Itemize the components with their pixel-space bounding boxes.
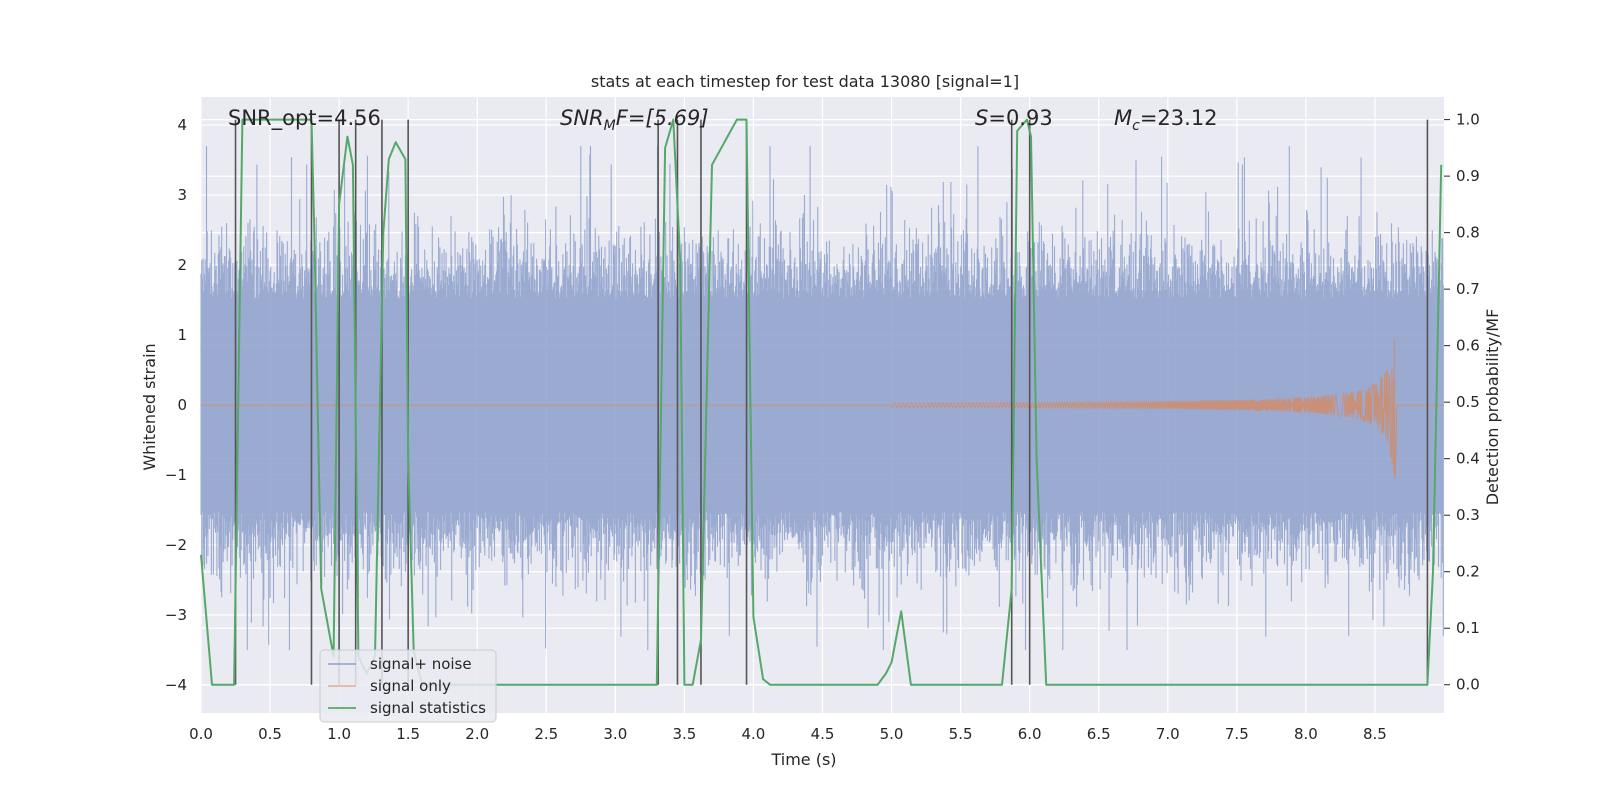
x-tick-label: 3.0: [603, 725, 627, 743]
mc-subscript: c: [1132, 118, 1140, 134]
x-tick-label: 2.5: [534, 725, 558, 743]
x-tick-label: 7.5: [1225, 725, 1249, 743]
y-axis-label: Whitened strain: [140, 343, 159, 470]
x-tick-label: 6.5: [1087, 725, 1111, 743]
y-right-tick-label: 0.8: [1456, 224, 1480, 242]
snr-opt-annotation: SNR_opt=4.56: [228, 106, 381, 131]
x-tick-label: 6.0: [1018, 725, 1042, 743]
y-right-tick-label: 0.3: [1456, 506, 1480, 524]
y-tick-label: 4: [177, 116, 187, 134]
x-tick-label: 8.5: [1363, 725, 1387, 743]
legend-box: [319, 649, 497, 723]
snr-mf-subscript: M: [604, 118, 616, 134]
snr-mf-annotation: SNRMF=[5.69]: [560, 106, 709, 134]
s-value: =0.93: [988, 106, 1052, 130]
y-right-tick-label: 0.5: [1456, 393, 1480, 411]
x-tick-label: 1.0: [327, 725, 351, 743]
x-axis-label: Time (s): [770, 750, 836, 769]
y-tick-label: 1: [177, 326, 187, 344]
snr-mf-value: F=[5.69]: [616, 106, 709, 130]
x-tick-label: 0.5: [258, 725, 282, 743]
y-right-tick-label: 1.0: [1456, 111, 1480, 129]
x-tick-label: 5.0: [880, 725, 904, 743]
y-tick-label: −3: [165, 606, 187, 624]
y-right-tick-label: 0.7: [1456, 280, 1480, 298]
y-tick-label: −2: [165, 536, 187, 554]
vertical-markers: [234, 119, 1429, 685]
y-tick-label: −1: [165, 466, 187, 484]
x-tick-label: 5.5: [949, 725, 973, 743]
y-right-tick-label: 0.9: [1456, 167, 1480, 185]
s-symbol: S: [975, 106, 988, 130]
y-right-tick-label: 0.1: [1456, 619, 1480, 637]
y-right-tick-label: 0.0: [1456, 676, 1480, 694]
legend-label-signal-only: signal only: [370, 677, 451, 695]
signal-only-series: [201, 338, 1444, 479]
x-tick-label: 8.0: [1294, 725, 1318, 743]
x-tick-label: 0.0: [189, 725, 213, 743]
mc-symbol: M: [1114, 106, 1132, 130]
legend-label-signal-noise: signal+ noise: [370, 655, 472, 673]
tick-labels: 0.0 0.5 1.0 1.5 2.0 2.5 3.0 3.5 4.0 4.5 5.0 5.5 6.0 6…: [165, 111, 1480, 743]
x-tick-label: 4.5: [811, 725, 835, 743]
y-tick-label: 0: [177, 396, 187, 414]
signal-statistics-series: [200, 118, 1443, 686]
chart-title: stats at each timestep for test data 130…: [591, 72, 1019, 91]
y-axis-right-label: Detection probability/MF: [1483, 309, 1502, 506]
mc-value: =23.12: [1140, 106, 1218, 130]
signal-only-trace: [201, 338, 1444, 479]
x-tick-label: 3.5: [672, 725, 696, 743]
y-tick-label: 2: [177, 256, 187, 274]
y-right-tick-label: 0.2: [1456, 563, 1480, 581]
y-right-tick-label: 0.6: [1456, 337, 1480, 355]
x-tick-label: 1.5: [396, 725, 420, 743]
signal-statistics-line: [200, 118, 1443, 686]
y-tick-label: 3: [177, 186, 187, 204]
mc-annotation: Mc=23.12: [1114, 106, 1218, 134]
legend-label-signal-statistics: signal statistics: [370, 699, 486, 717]
y-tick-label: −4: [165, 676, 187, 694]
legend: signal+ noise signal only signal statist…: [319, 649, 497, 723]
x-tick-label: 4.0: [742, 725, 766, 743]
s-annotation: S=0.93: [975, 106, 1053, 130]
snr-mf-symbol: SNR: [560, 106, 604, 130]
y-right-tick-label: 0.4: [1456, 450, 1480, 468]
x-tick-label: 7.0: [1156, 725, 1180, 743]
x-tick-label: 2.0: [465, 725, 489, 743]
